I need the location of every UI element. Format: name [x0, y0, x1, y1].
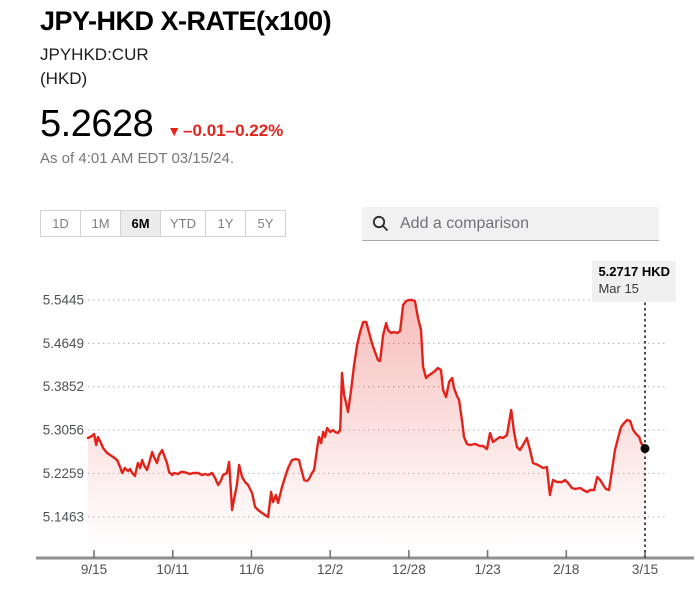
range-selector: 1D 1M 6M YTD 1Y 5Y — [40, 210, 286, 237]
range-button-1y[interactable]: 1Y — [205, 210, 246, 237]
price-change: ▼ –0.01 –0.22% — [167, 121, 283, 141]
comparison-input[interactable] — [398, 213, 649, 234]
range-button-1m[interactable]: 1M — [80, 210, 121, 237]
y-axis-label: 5.5445 — [43, 293, 84, 308]
y-axis-label: 5.2259 — [43, 466, 84, 481]
chart-canvas: 5.5445 5.4649 5.3852 5.3056 5.2259 5.1463 9/15… — [36, 293, 694, 577]
last-price-annotation: 5.2717 HKD Mar 15 — [592, 261, 676, 302]
annotation-price: 5.2717 HKD — [598, 264, 670, 279]
y-axis-label: 5.1463 — [43, 509, 84, 524]
x-axis-label: 12/28 — [392, 562, 426, 577]
x-axis-label: 12/2 — [317, 562, 343, 577]
change-value: –0.01 — [183, 121, 226, 140]
range-button-ytd[interactable]: YTD — [160, 210, 206, 237]
comparison-search[interactable] — [362, 207, 659, 241]
price-row: 5.2628 ▼ –0.01 –0.22% — [40, 103, 283, 146]
x-axis-label: 1/23 — [474, 562, 500, 577]
x-axis-label: 9/15 — [81, 562, 107, 577]
down-arrow-icon: ▼ — [167, 123, 182, 139]
range-button-6m[interactable]: 6M — [120, 210, 161, 237]
y-axis-label: 5.3056 — [43, 423, 84, 438]
as-of-timestamp: As of 4:01 AM EDT 03/15/24. — [40, 150, 235, 167]
last-point-dot[interactable] — [640, 444, 650, 454]
page-title: JPY-HKD X-RATE(x100) — [40, 6, 332, 36]
y-axis-label: 5.3852 — [43, 379, 84, 394]
x-axis-label: 11/6 — [239, 562, 264, 577]
search-icon — [372, 215, 389, 232]
change-percent: –0.22% — [225, 121, 284, 140]
y-axis-label: 5.4649 — [43, 336, 84, 351]
chart-area — [88, 300, 645, 558]
currency-label: (HKD) — [40, 69, 88, 88]
annotation-date: Mar 15 — [598, 280, 639, 296]
chart-controls: 1D 1M 6M YTD 1Y 5Y — [0, 207, 697, 241]
range-button-5y[interactable]: 5Y — [245, 210, 286, 237]
range-button-1d[interactable]: 1D — [40, 210, 81, 237]
x-axis-label: 2/18 — [553, 562, 579, 577]
ticker-symbol: JPYHKD:CUR — [40, 45, 149, 64]
x-axis-label: 3/15 — [632, 562, 658, 577]
price-chart[interactable]: 5.5445 5.4649 5.3852 5.3056 5.2259 5.1463 9/15… — [0, 248, 697, 593]
last-price: 5.2628 — [40, 103, 154, 145]
x-axis-label: 10/11 — [156, 562, 189, 577]
chart-line — [86, 298, 647, 519]
